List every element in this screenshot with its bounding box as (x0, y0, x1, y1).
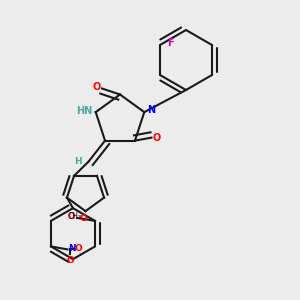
Text: O: O (153, 133, 161, 142)
Text: O: O (79, 214, 87, 223)
Text: CH₃: CH₃ (68, 212, 82, 221)
Text: F: F (167, 38, 174, 49)
Text: N: N (147, 105, 155, 115)
Text: ⁻: ⁻ (79, 250, 83, 259)
Text: O: O (68, 212, 76, 221)
Text: H: H (74, 157, 82, 166)
Text: O: O (92, 82, 101, 92)
Text: HN: HN (76, 106, 93, 116)
Text: N: N (68, 244, 76, 253)
Text: O: O (75, 244, 82, 253)
Text: O: O (67, 256, 74, 265)
